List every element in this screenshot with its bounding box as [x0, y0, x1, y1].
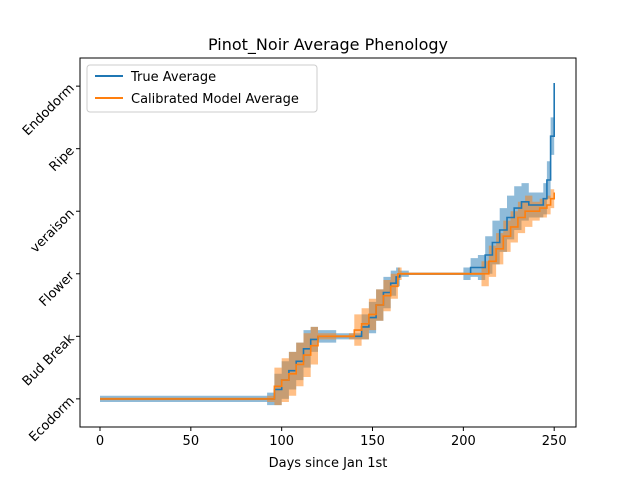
legend-box — [86, 64, 318, 113]
x-tick-label: 150 — [360, 434, 385, 449]
x-axis-label: Days since Jan 1st — [269, 456, 388, 471]
legend: True Average Calibrated Model Average — [86, 64, 318, 113]
x-tick-label: 50 — [183, 434, 200, 449]
plot-frame — [79, 57, 577, 428]
x-axis: 0 50 100 150 200 250 — [96, 427, 567, 449]
x-tick-label: 100 — [269, 434, 294, 449]
legend-label-calibrated-model-average: Calibrated Model Average — [131, 92, 299, 107]
legend-label-true-average: True Average — [130, 70, 216, 85]
x-tick-label: 250 — [542, 434, 567, 449]
x-tick-label: 0 — [96, 434, 104, 449]
x-tick-label: 200 — [451, 434, 476, 449]
series-lines — [100, 83, 556, 400]
line-calibrated-model-average — [100, 192, 556, 400]
chart-title: Pinot_Noir Average Phenology — [208, 35, 448, 55]
